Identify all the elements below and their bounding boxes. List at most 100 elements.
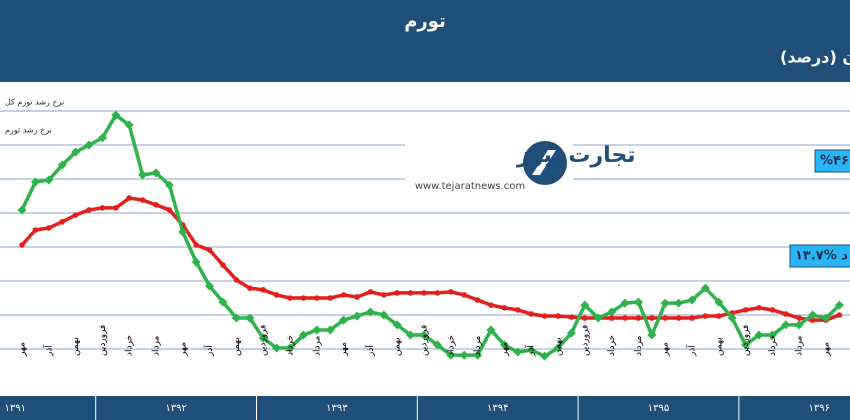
year-label: ۱۳۹۱ — [5, 403, 26, 414]
point — [769, 307, 776, 313]
point — [191, 257, 201, 267]
x-tick-label: مهر — [500, 342, 510, 357]
point — [205, 281, 215, 291]
chart-subtitle: روند رشد ماهانه تورم نقطه به نقطه کل اقت… — [780, 48, 850, 67]
point — [260, 287, 267, 293]
point — [273, 292, 280, 298]
point — [488, 302, 494, 308]
point — [689, 315, 695, 321]
x-tick-label: خرداد — [125, 335, 135, 356]
point — [582, 315, 588, 321]
x-tick-label: مهر — [339, 342, 349, 357]
point — [59, 219, 65, 225]
point — [499, 340, 509, 350]
point — [568, 314, 575, 320]
x-tick-label: فروردین — [259, 325, 269, 356]
point — [72, 212, 79, 218]
x-tick-label: آذر — [686, 345, 698, 357]
point — [675, 315, 682, 321]
x-tick-label: مهر — [18, 342, 28, 357]
point — [406, 330, 416, 340]
year-label: ۱۳۹۶ — [809, 403, 830, 414]
point — [314, 295, 320, 301]
point — [46, 225, 52, 231]
point — [756, 305, 762, 311]
x-tick-label: مرداد — [312, 336, 322, 356]
x-tick-label: مرداد — [795, 336, 805, 356]
point — [258, 333, 268, 343]
point — [660, 298, 670, 308]
point — [741, 340, 751, 350]
point — [193, 242, 199, 248]
point — [245, 313, 255, 323]
x-tick-label: خرداد — [446, 335, 456, 356]
point — [821, 313, 831, 323]
point — [446, 350, 456, 360]
point — [312, 325, 322, 335]
point — [407, 290, 414, 296]
point — [767, 330, 777, 340]
point — [662, 315, 668, 321]
logo-mark — [532, 150, 556, 175]
point — [553, 343, 563, 353]
point — [474, 297, 481, 303]
point — [340, 292, 347, 298]
x-tick-label: مهر — [661, 342, 671, 357]
point — [300, 295, 307, 301]
point — [742, 307, 749, 313]
watermark-name: تجارت نیوز — [516, 143, 636, 168]
point — [580, 300, 590, 310]
x-tick-label: فروردین — [741, 325, 751, 356]
point — [206, 247, 213, 253]
point — [365, 307, 375, 317]
point — [794, 320, 804, 330]
point — [513, 347, 523, 357]
point — [367, 289, 374, 295]
point — [622, 315, 628, 321]
point — [633, 297, 643, 307]
annotation-box — [814, 149, 850, 173]
point — [555, 313, 561, 319]
legend-entry: نرخ رشد تورم کل — [5, 98, 64, 107]
point — [178, 227, 188, 237]
point — [607, 307, 617, 317]
point — [526, 345, 536, 355]
x-tick-label: فروردین — [580, 325, 590, 356]
point — [325, 325, 335, 335]
point — [647, 330, 657, 340]
point — [30, 177, 40, 187]
point — [379, 310, 389, 320]
point — [649, 315, 655, 321]
watermark-url: www.tejaratnews.com — [415, 181, 525, 192]
point — [285, 343, 295, 353]
point — [419, 330, 429, 340]
x-tick-label: آذر — [525, 345, 537, 357]
point — [540, 351, 550, 361]
x-tick-label: بهمن — [714, 337, 724, 356]
point — [473, 350, 483, 360]
point — [233, 277, 240, 283]
point — [19, 242, 25, 248]
point — [113, 205, 119, 211]
x-tick-label: خرداد — [768, 335, 778, 356]
year-band — [0, 396, 850, 420]
point — [84, 140, 94, 150]
point — [541, 313, 548, 319]
x-tick-label: بهمن — [71, 337, 81, 356]
point — [247, 285, 253, 291]
point — [218, 297, 228, 307]
x-tick-label: مهر — [822, 342, 832, 357]
point — [716, 313, 722, 319]
x-tick-label: خرداد — [286, 335, 296, 356]
point — [834, 300, 844, 310]
point — [714, 297, 724, 307]
point — [352, 311, 362, 321]
header-band — [0, 0, 850, 82]
point — [71, 147, 81, 157]
point — [809, 317, 816, 323]
x-tick-label: مهر — [178, 342, 188, 357]
x-tick-label: بهمن — [232, 337, 242, 356]
point — [99, 205, 106, 211]
point — [687, 295, 697, 305]
